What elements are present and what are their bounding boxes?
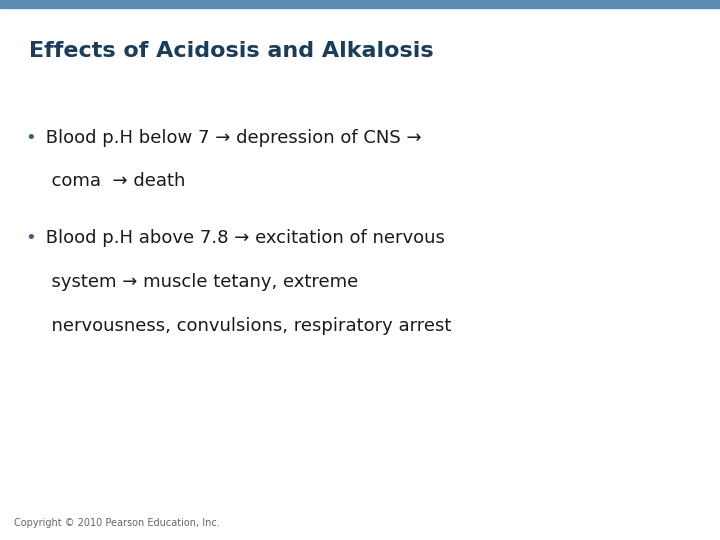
- Text: Copyright © 2010 Pearson Education, Inc.: Copyright © 2010 Pearson Education, Inc.: [14, 518, 220, 528]
- Text: •: •: [25, 228, 36, 247]
- Text: Blood p.H above 7.8 → excitation of nervous: Blood p.H above 7.8 → excitation of nerv…: [40, 228, 444, 247]
- Text: •: •: [25, 129, 36, 147]
- Text: coma  → death: coma → death: [40, 172, 185, 190]
- Text: Effects of Acidosis and Alkalosis: Effects of Acidosis and Alkalosis: [29, 41, 433, 62]
- Text: system → muscle tetany, extreme: system → muscle tetany, extreme: [40, 273, 358, 291]
- Text: nervousness, convulsions, respiratory arrest: nervousness, convulsions, respiratory ar…: [40, 317, 451, 335]
- Text: Blood p.H below 7 → depression of CNS →: Blood p.H below 7 → depression of CNS →: [40, 129, 421, 147]
